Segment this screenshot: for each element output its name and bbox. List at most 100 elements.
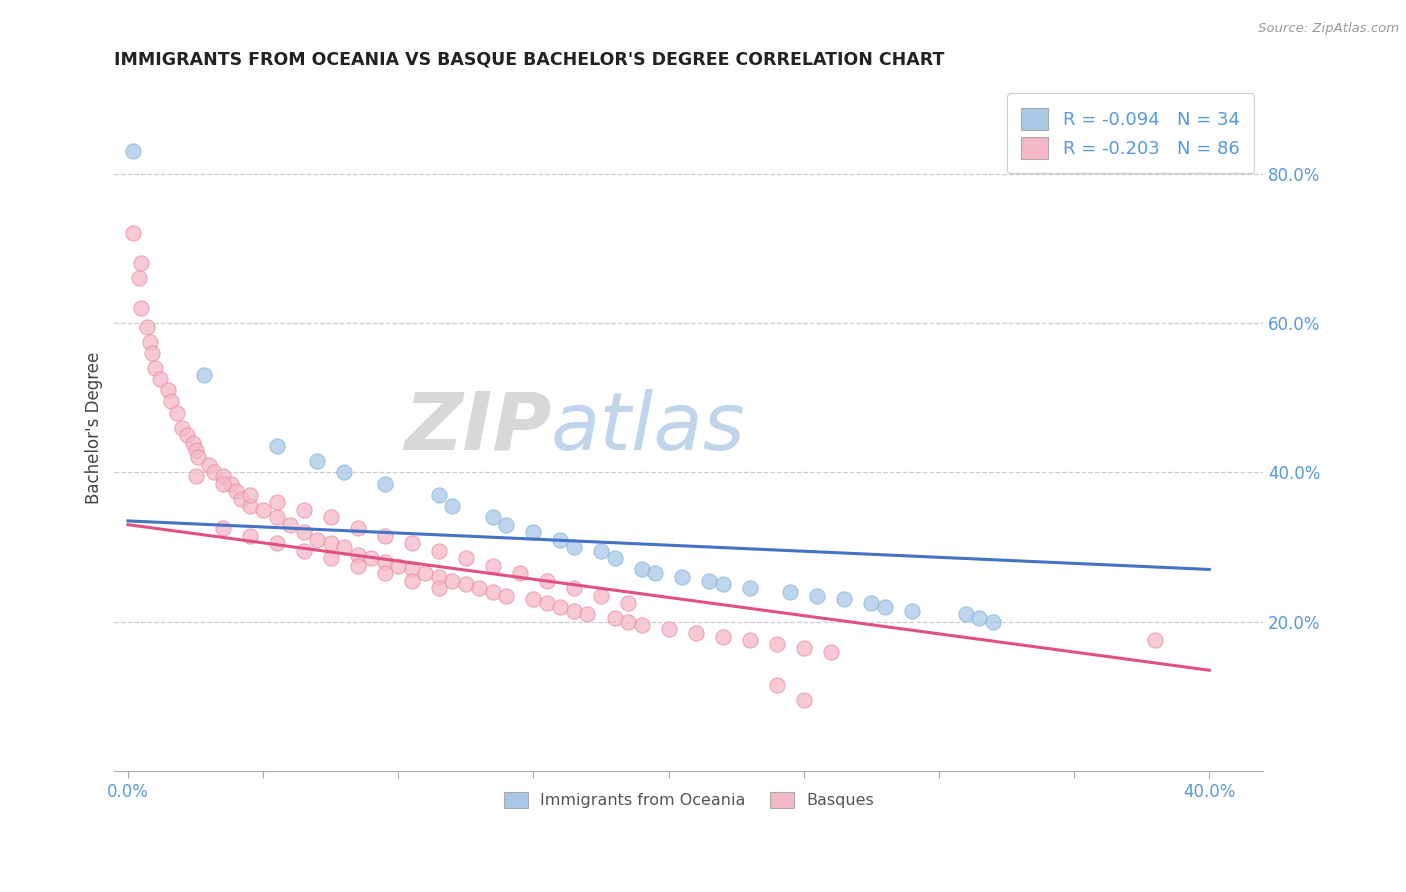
Point [779,584,801,599]
Point [562,581,585,595]
Point [198,458,221,472]
Point [401,536,423,550]
Point [266,439,288,453]
Point [360,551,382,566]
Point [536,574,558,588]
Point [135,319,157,334]
Point [138,334,160,349]
Point [589,543,612,558]
Point [482,558,505,573]
Point [806,589,828,603]
Point [522,592,544,607]
Point [252,502,274,516]
Point [374,476,396,491]
Point [239,488,262,502]
Point [454,551,477,566]
Point [617,615,640,629]
Point [374,555,396,569]
Point [765,637,787,651]
Point [278,517,301,532]
Point [901,603,924,617]
Point [873,599,896,614]
Point [219,476,242,491]
Point [603,551,626,566]
Point [711,630,734,644]
Point [292,502,315,516]
Point [401,562,423,576]
Point [765,678,787,692]
Point [131,301,153,315]
Text: atlas: atlas [551,389,745,467]
Point [122,227,145,241]
Point [550,533,572,547]
Point [454,577,477,591]
Point [427,581,450,595]
Point [187,450,209,465]
Point [160,394,183,409]
Point [346,521,368,535]
Point [128,271,150,285]
Point [292,525,315,540]
Point [176,428,198,442]
Point [630,562,652,576]
Point [204,466,226,480]
Point [231,491,253,506]
Point [292,543,315,558]
Point [562,540,585,554]
Point [266,536,288,550]
Point [981,615,1004,629]
Point [266,495,288,509]
Point [738,633,761,648]
Point [319,510,342,524]
Point [387,558,409,573]
Point [468,581,491,595]
Point [307,533,329,547]
Point [122,145,145,159]
Point [239,529,262,543]
Point [181,435,204,450]
Point [834,592,856,607]
Point [482,510,505,524]
Point [193,368,215,383]
Point [211,469,233,483]
Point [211,521,233,535]
Point [685,626,707,640]
Point [969,611,991,625]
Point [589,589,612,603]
Point [711,577,734,591]
Point [509,566,531,581]
Point [697,574,720,588]
Point [374,529,396,543]
Point [374,566,396,581]
Point [644,566,666,581]
Text: IMMIGRANTS FROM OCEANIA VS BASQUE BACHELOR'S DEGREE CORRELATION CHART: IMMIGRANTS FROM OCEANIA VS BASQUE BACHEL… [114,51,945,69]
Point [955,607,977,622]
Point [346,548,368,562]
Point [576,607,599,622]
Point [333,540,356,554]
Point [211,476,233,491]
Point [319,536,342,550]
Point [184,469,207,483]
Point [141,346,163,360]
Point [333,466,356,480]
Text: Source: ZipAtlas.com: Source: ZipAtlas.com [1258,22,1399,36]
Point [603,611,626,625]
Point [495,589,517,603]
Point [536,596,558,610]
Point [793,693,815,707]
Point [522,525,544,540]
Point [427,488,450,502]
Point [617,596,640,610]
Point [149,372,172,386]
Point [225,483,247,498]
Point [738,581,761,595]
Point [143,360,166,375]
Point [441,574,464,588]
Point [401,574,423,588]
Point [441,499,464,513]
Point [482,584,505,599]
Point [671,570,693,584]
Point [184,442,207,457]
Point [170,420,193,434]
